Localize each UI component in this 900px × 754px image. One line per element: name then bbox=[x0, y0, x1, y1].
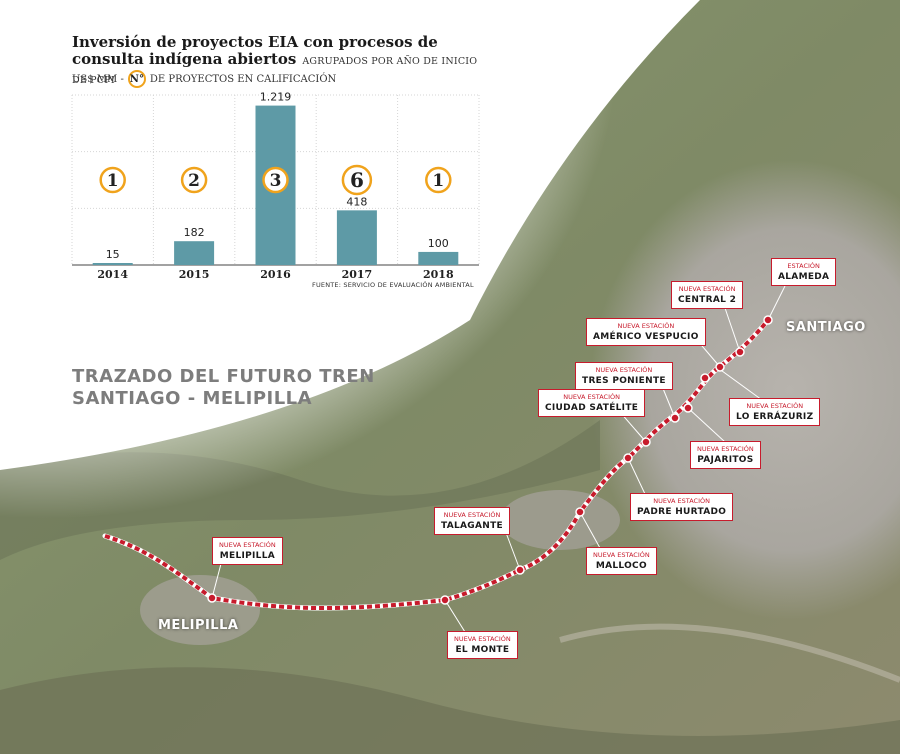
count-label-2018: 1 bbox=[432, 171, 444, 191]
chart-legend: US$ MM - N° DE PROYECTOS EN CALIFICACIÓN bbox=[72, 70, 336, 88]
station-americo-vespucio: NUEVA ESTACIÓN AMÉRICO VESPUCIO bbox=[586, 318, 706, 346]
station-dot-talagante bbox=[515, 565, 525, 575]
chart-source: FUENTE: SERVICIO DE EVALUACIÓN AMBIENTAL bbox=[312, 281, 474, 289]
station-tres-poniente: NUEVA ESTACIÓN TRES PONIENTE bbox=[575, 362, 673, 390]
bar-chart: 15 2014 1 182 2015 2 1.219 2016 3 418 2017 6 100 2018… bbox=[71, 91, 480, 281]
leader-talagante bbox=[504, 529, 521, 571]
route-dashes bbox=[104, 318, 770, 611]
station-dot-satelite bbox=[641, 437, 651, 447]
count-label-2015: 2 bbox=[188, 171, 200, 191]
station-malloco: NUEVA ESTACIÓN MALLOCO bbox=[586, 547, 657, 575]
city-melipilla: MELIPILLA bbox=[158, 618, 239, 633]
chart-subtitle: AGRUPADOS POR AÑO DE INICIO DE PCPI bbox=[72, 56, 478, 86]
tick-label-2015: 2015 bbox=[179, 268, 210, 281]
tick-label-2018: 2018 bbox=[423, 268, 454, 281]
chart-title: Inversión de proyectos EIA con procesos … bbox=[72, 33, 478, 87]
bar-2015 bbox=[174, 241, 215, 265]
legend-unit: US$ MM - bbox=[72, 73, 124, 85]
station-dot-central2 bbox=[735, 347, 745, 357]
tick-label-2016: 2016 bbox=[260, 268, 291, 281]
bar-2018 bbox=[418, 251, 459, 265]
leader-tresponiente bbox=[661, 385, 676, 419]
station-dot-vespucio bbox=[715, 362, 725, 372]
tick-label-2014: 2014 bbox=[97, 268, 128, 281]
value-label-2017: 418 bbox=[346, 195, 367, 208]
station-dot-elmonte bbox=[440, 595, 450, 605]
station-dot-alameda bbox=[763, 315, 773, 325]
station-dot-errazuriz bbox=[700, 373, 710, 383]
leader-alameda bbox=[767, 285, 786, 321]
bar-2014 bbox=[92, 263, 133, 265]
station-melipilla: NUEVA ESTACIÓN MELIPILLA bbox=[212, 537, 283, 565]
map-title: TRAZADO DEL FUTURO TREN SANTIAGO - MELIP… bbox=[72, 366, 375, 410]
legend-count-symbol: N° bbox=[127, 70, 146, 88]
station-ciudad-satelite: NUEVA ESTACIÓN CIUDAD SATÉLITE bbox=[538, 389, 646, 417]
count-circle-2014 bbox=[99, 166, 126, 194]
count-circle-2016 bbox=[262, 166, 289, 194]
leader-malloco bbox=[579, 511, 601, 549]
station-pajaritos: NUEVA ESTACIÓN PAJARITOS bbox=[690, 441, 761, 469]
value-label-2016: 1.219 bbox=[260, 91, 292, 104]
station-el-monte: NUEVA ESTACIÓN EL MONTE bbox=[447, 631, 518, 659]
leader-central2 bbox=[724, 307, 741, 353]
count-circle-2015 bbox=[180, 166, 208, 194]
count-label-2014: 1 bbox=[107, 171, 119, 191]
station-alameda: ESTACIÓN ALAMEDA bbox=[771, 258, 837, 286]
map-title-line1: TRAZADO DEL FUTURO TREN bbox=[72, 366, 375, 387]
station-dot-pajaritos bbox=[683, 403, 693, 413]
value-label-2018: 100 bbox=[428, 237, 449, 250]
leader-errazuriz bbox=[717, 367, 763, 401]
count-label-2017: 6 bbox=[350, 168, 364, 192]
leader-melipilla bbox=[211, 559, 223, 599]
value-label-2015: 182 bbox=[184, 226, 205, 239]
map-title-line2: SANTIAGO - MELIPILLA bbox=[72, 388, 313, 409]
station-dot-tresponiente bbox=[670, 413, 680, 423]
station-lo-errazuriz: NUEVA ESTACIÓN LO ERRÁZURIZ bbox=[729, 398, 821, 426]
bar-2017 bbox=[336, 210, 377, 265]
station-dot-melipilla bbox=[207, 593, 217, 603]
count-circle-2017 bbox=[341, 164, 373, 196]
legend-text: DE PROYECTOS EN CALIFICACIÓN bbox=[149, 73, 337, 85]
city-santiago: SANTIAGO bbox=[786, 320, 866, 335]
value-label-2014: 15 bbox=[106, 248, 120, 261]
count-circle-2018 bbox=[425, 166, 452, 194]
leader-padre bbox=[627, 457, 646, 495]
station-dot-padre bbox=[623, 453, 633, 463]
station-central-2: NUEVA ESTACIÓN CENTRAL 2 bbox=[671, 281, 744, 309]
count-label-2016: 3 bbox=[270, 171, 282, 191]
tick-label-2017: 2017 bbox=[342, 268, 373, 281]
leader-satelite bbox=[619, 411, 647, 443]
station-padre-hurtado: NUEVA ESTACIÓN PADRE HURTADO bbox=[630, 493, 734, 521]
leader-pajaritos bbox=[687, 407, 726, 443]
leader-elmonte bbox=[444, 599, 466, 633]
station-talagante: NUEVA ESTACIÓN TALAGANTE bbox=[434, 507, 510, 535]
station-dot-malloco bbox=[575, 507, 585, 517]
